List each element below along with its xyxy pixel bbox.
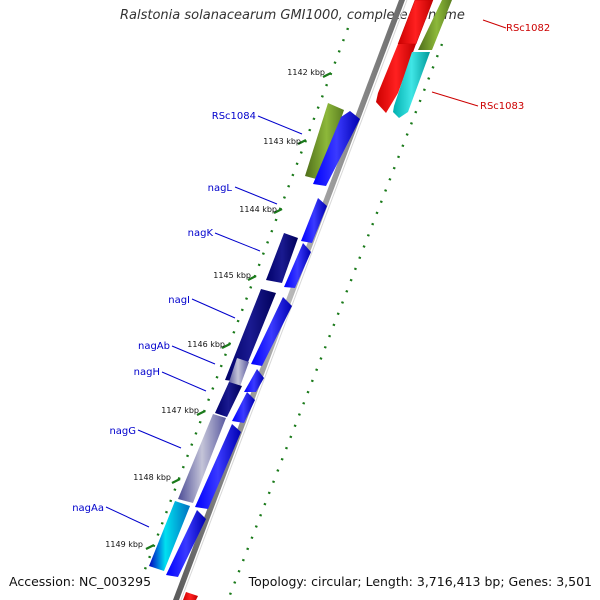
gene-label-nagl: nagL xyxy=(208,183,233,194)
gene-blue-arrow-7 xyxy=(166,510,206,577)
gene-nagg xyxy=(178,414,226,503)
tick-mark xyxy=(322,72,332,78)
gene-rsc1083 xyxy=(393,52,430,118)
tick-label-1148: 1148 kbp xyxy=(133,473,171,482)
tick-label-1142: 1142 kbp xyxy=(287,68,325,77)
gene-rsc1084 xyxy=(305,103,344,180)
callout-lines-left xyxy=(105,115,303,528)
gene-nagl xyxy=(301,198,327,243)
callout-lines-right xyxy=(431,19,507,107)
gene-red-bottom xyxy=(183,592,198,600)
gene-blue-arrow-1 xyxy=(313,111,360,186)
gene-label-rsc1083: RSc1083 xyxy=(480,101,524,112)
tick-marks xyxy=(145,72,332,550)
genome-title: Ralstonia solanacearum GMI1000, complete… xyxy=(120,8,465,23)
callout-nagi xyxy=(191,298,236,319)
gene-olive-top-right xyxy=(418,0,452,50)
tick-label-1143: 1143 kbp xyxy=(263,137,301,146)
callout-rsc1082 xyxy=(482,19,507,29)
gene-blue-arrow-6 xyxy=(195,424,241,509)
callout-nagl xyxy=(234,186,278,205)
tick-label-1149: 1149 kbp xyxy=(105,540,143,549)
left-strand-genes xyxy=(149,103,360,600)
right-strand-genes xyxy=(376,0,452,118)
callout-nagk xyxy=(214,232,261,252)
backbone-axis xyxy=(173,0,405,600)
gene-blue-arrow-3 xyxy=(251,297,292,366)
tick-mark xyxy=(221,343,231,349)
callout-nagg xyxy=(137,429,182,449)
tick-labels: 1142 kbp 1143 kbp 1144 kbp 1145 kbp 1146… xyxy=(105,68,325,549)
left-dotted-guide xyxy=(142,27,350,573)
gene-blue-arrow-2 xyxy=(284,243,311,288)
gene-label-nagaa: nagAa xyxy=(72,503,104,514)
topology-label: Topology: circular; Length: 3,716,413 bp… xyxy=(248,574,592,589)
accession-label: Accession: NC_003295 xyxy=(9,574,152,589)
gene-label-nagg: nagG xyxy=(109,426,136,437)
gene-blue-arrow-4 xyxy=(244,369,264,392)
tick-label-1147: 1147 kbp xyxy=(161,406,199,415)
gene-label-rsc1084: RSc1084 xyxy=(212,111,256,122)
tick-mark xyxy=(145,544,155,550)
backbone-shadow xyxy=(180,0,408,600)
callout-nagab xyxy=(171,345,216,365)
callout-nagh xyxy=(161,371,207,392)
gene-nagaa xyxy=(149,501,190,571)
callout-rsc1084 xyxy=(257,115,303,135)
gene-nagh xyxy=(215,382,242,417)
gene-labels-right: RSc1082 RSc1083 xyxy=(480,23,550,112)
gene-red-right xyxy=(376,44,416,113)
callout-rsc1083 xyxy=(431,91,479,107)
tick-label-1146: 1146 kbp xyxy=(187,340,225,349)
callout-nagaa xyxy=(105,506,150,528)
tick-label-1145: 1145 kbp xyxy=(213,271,251,280)
tick-mark xyxy=(273,208,283,214)
tick-mark xyxy=(171,478,181,484)
gene-label-nagk: nagK xyxy=(188,228,214,239)
tick-label-1144: 1144 kbp xyxy=(239,205,277,214)
gene-blue-arrow-5 xyxy=(232,392,255,423)
gene-label-nagab: nagAb xyxy=(138,341,170,352)
gene-nagk xyxy=(266,233,298,283)
gene-label-nagh: nagH xyxy=(134,367,160,378)
gene-label-nagi: nagI xyxy=(168,295,190,306)
gene-label-rsc1082: RSc1082 xyxy=(506,23,550,34)
gene-labels-left: RSc1084 nagL nagK nagI nagAb nagH nagG n… xyxy=(72,111,256,514)
tick-mark xyxy=(247,275,257,281)
tick-mark xyxy=(196,410,206,416)
tick-mark xyxy=(297,139,307,145)
